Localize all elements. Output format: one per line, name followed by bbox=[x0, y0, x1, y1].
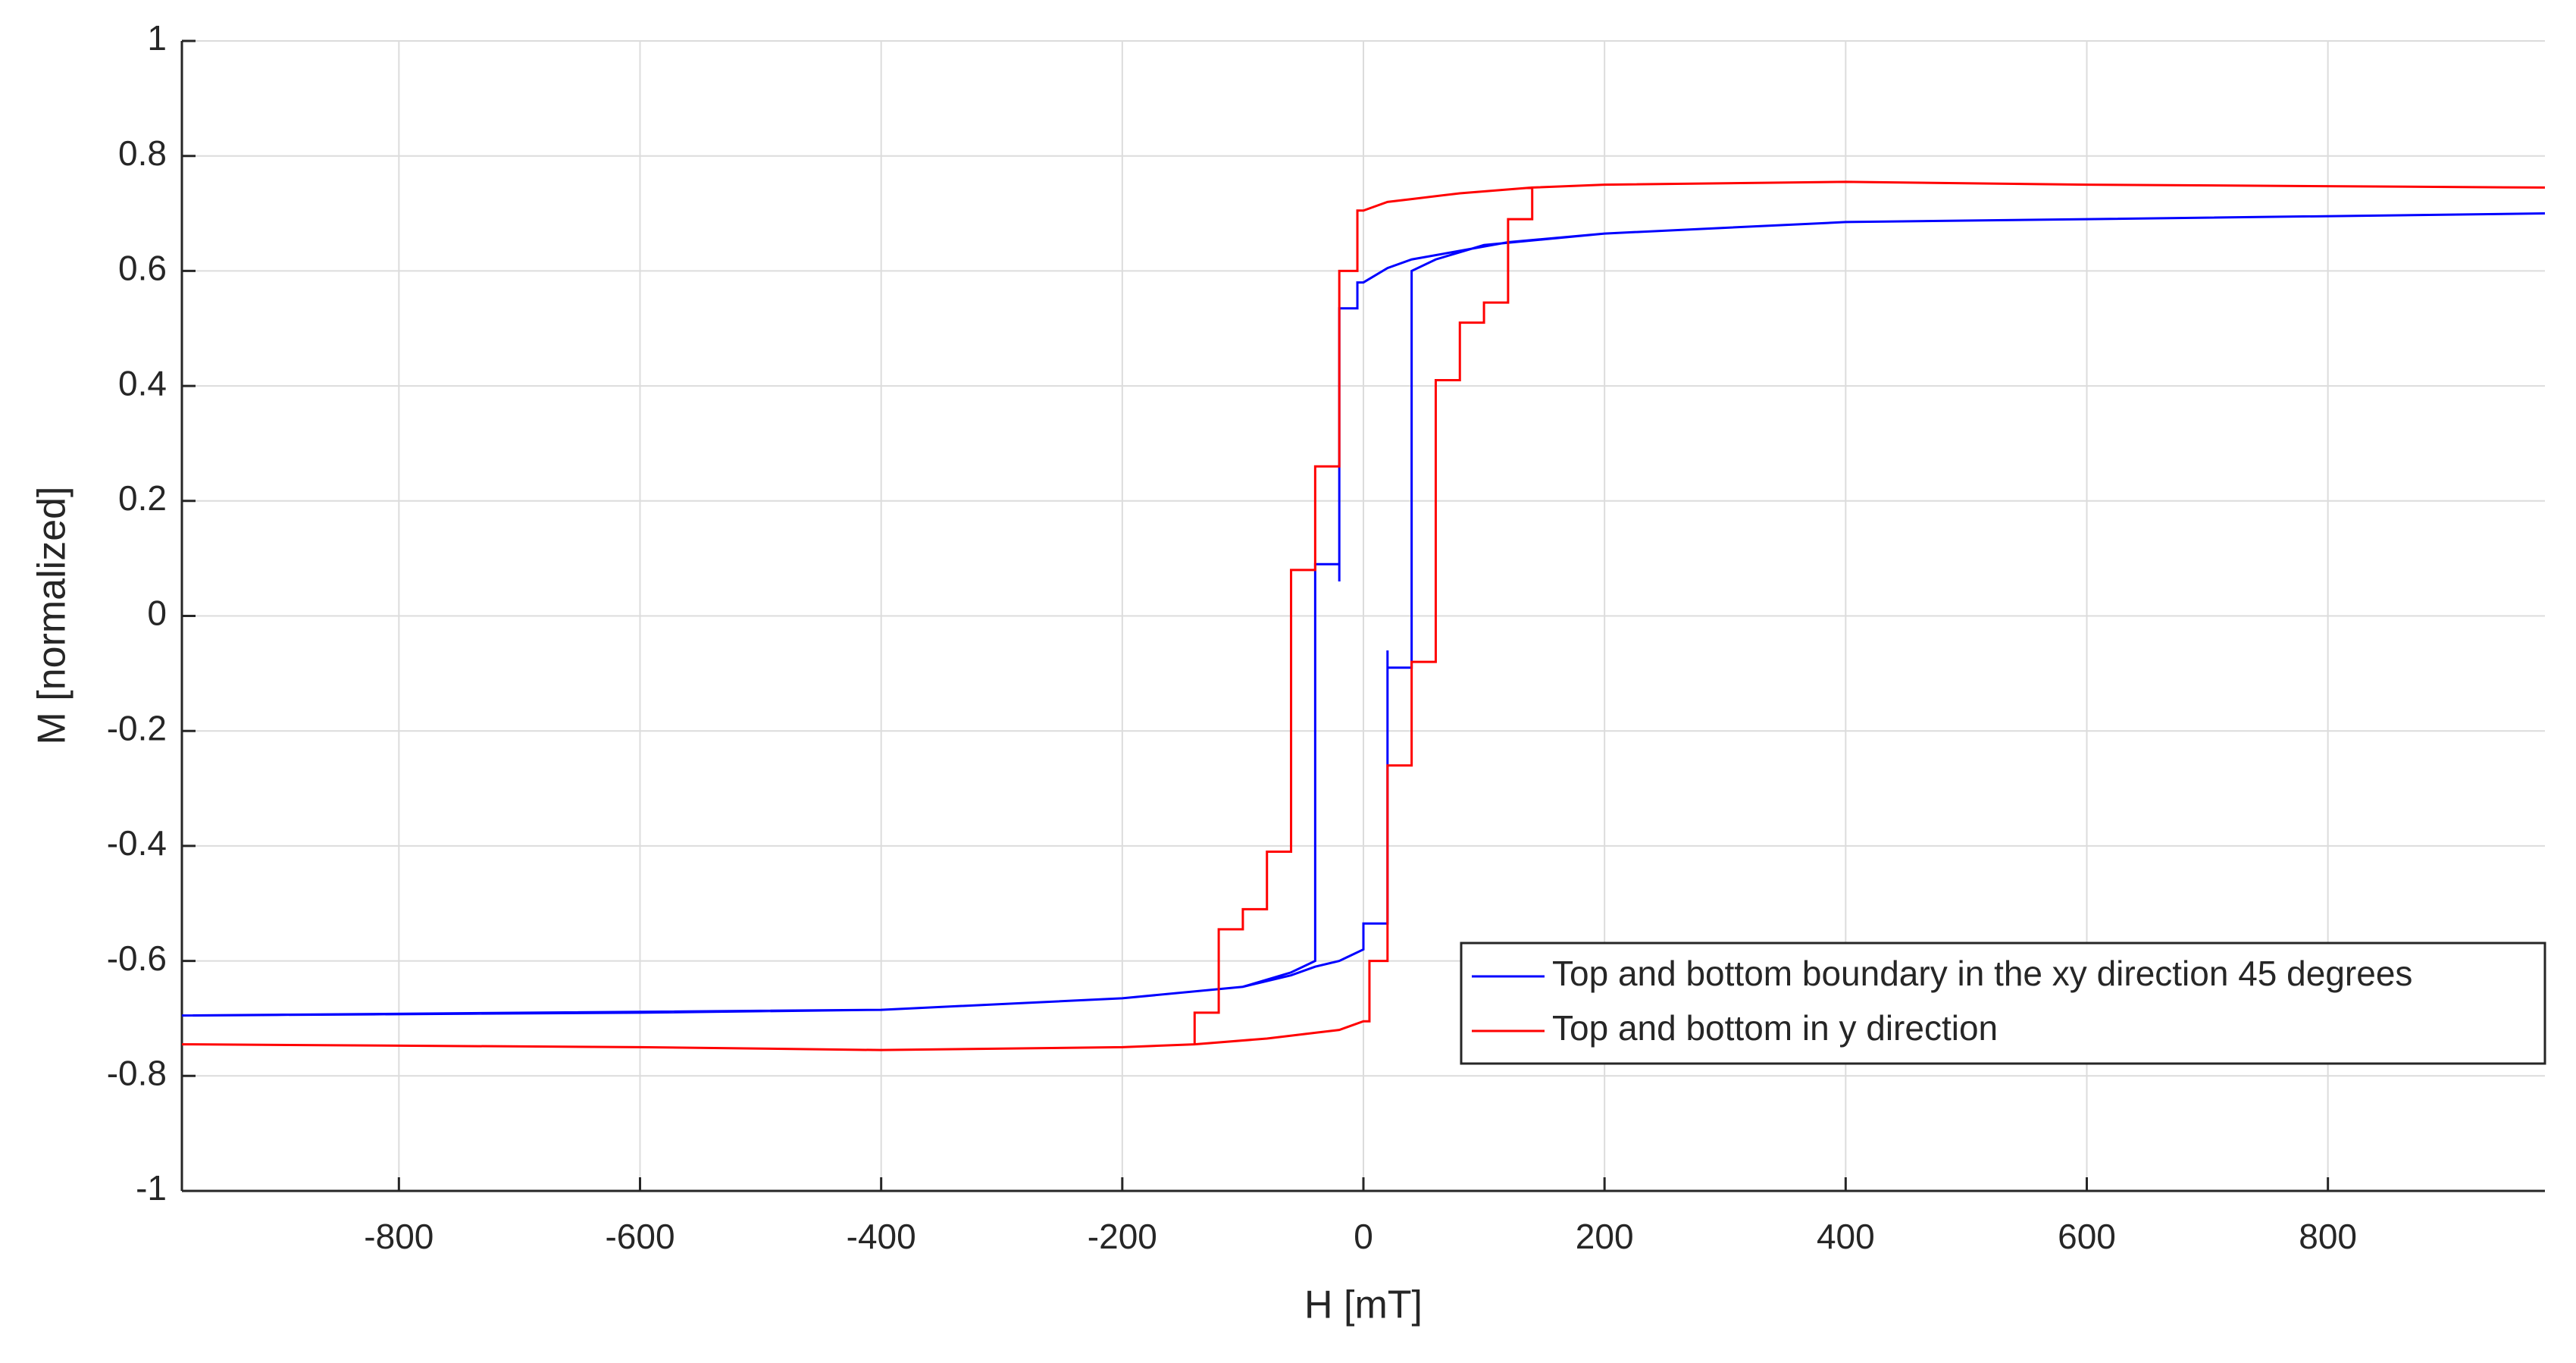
y-tick-label: -1 bbox=[136, 1168, 167, 1208]
series-line bbox=[182, 212, 2545, 1017]
x-tick-label: 200 bbox=[1576, 1217, 1634, 1256]
y-tick-label: -0.4 bbox=[107, 823, 167, 863]
x-tick-label: -200 bbox=[1088, 1217, 1157, 1256]
y-tick-label: 0 bbox=[147, 594, 167, 633]
y-tick-label: -0.8 bbox=[107, 1053, 167, 1092]
y-tick-label: 0.6 bbox=[118, 249, 167, 288]
y-tick-label: 0.2 bbox=[118, 478, 167, 518]
legend-label: Top and bottom in y direction bbox=[1552, 1008, 1998, 1048]
x-axis-label: H [mT] bbox=[1304, 1283, 1423, 1327]
y-tick-label: 1 bbox=[147, 18, 167, 58]
series-line bbox=[182, 180, 2545, 1051]
x-tick-label: 0 bbox=[1354, 1217, 1373, 1256]
x-tick-label: -400 bbox=[847, 1217, 916, 1256]
x-tick-label: -800 bbox=[364, 1217, 434, 1256]
y-tick-label: 0.8 bbox=[118, 133, 167, 173]
plot-area bbox=[182, 180, 2545, 1051]
legend: Top and bottom boundary in the xy direct… bbox=[1460, 942, 2546, 1065]
x-tick-label: 400 bbox=[1817, 1217, 1875, 1256]
legend-box bbox=[1460, 942, 2546, 1065]
legend-label: Top and bottom boundary in the xy direct… bbox=[1552, 954, 2412, 993]
x-tick-label: 800 bbox=[2299, 1217, 2357, 1256]
x-tick-label: 600 bbox=[2058, 1217, 2116, 1256]
x-tick-label: -600 bbox=[605, 1217, 675, 1256]
y-tick-label: 0.4 bbox=[118, 363, 167, 403]
y-tick-label: -0.2 bbox=[107, 708, 167, 747]
y-axis-label: M [normalized] bbox=[30, 487, 74, 745]
y-tick-label: -0.6 bbox=[107, 938, 167, 978]
